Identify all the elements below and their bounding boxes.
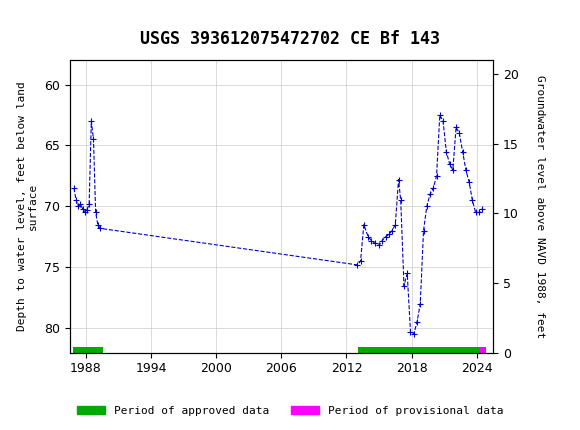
Text: USGS 393612075472702 CE Bf 143: USGS 393612075472702 CE Bf 143 xyxy=(140,30,440,48)
Y-axis label: Groundwater level above NAVD 1988, feet: Groundwater level above NAVD 1988, feet xyxy=(535,75,545,338)
Text: ≡USGS: ≡USGS xyxy=(12,9,66,27)
Legend: Period of approved data, Period of provisional data: Period of approved data, Period of provi… xyxy=(72,401,508,420)
Y-axis label: Depth to water level, feet below land
surface: Depth to water level, feet below land su… xyxy=(17,82,38,331)
